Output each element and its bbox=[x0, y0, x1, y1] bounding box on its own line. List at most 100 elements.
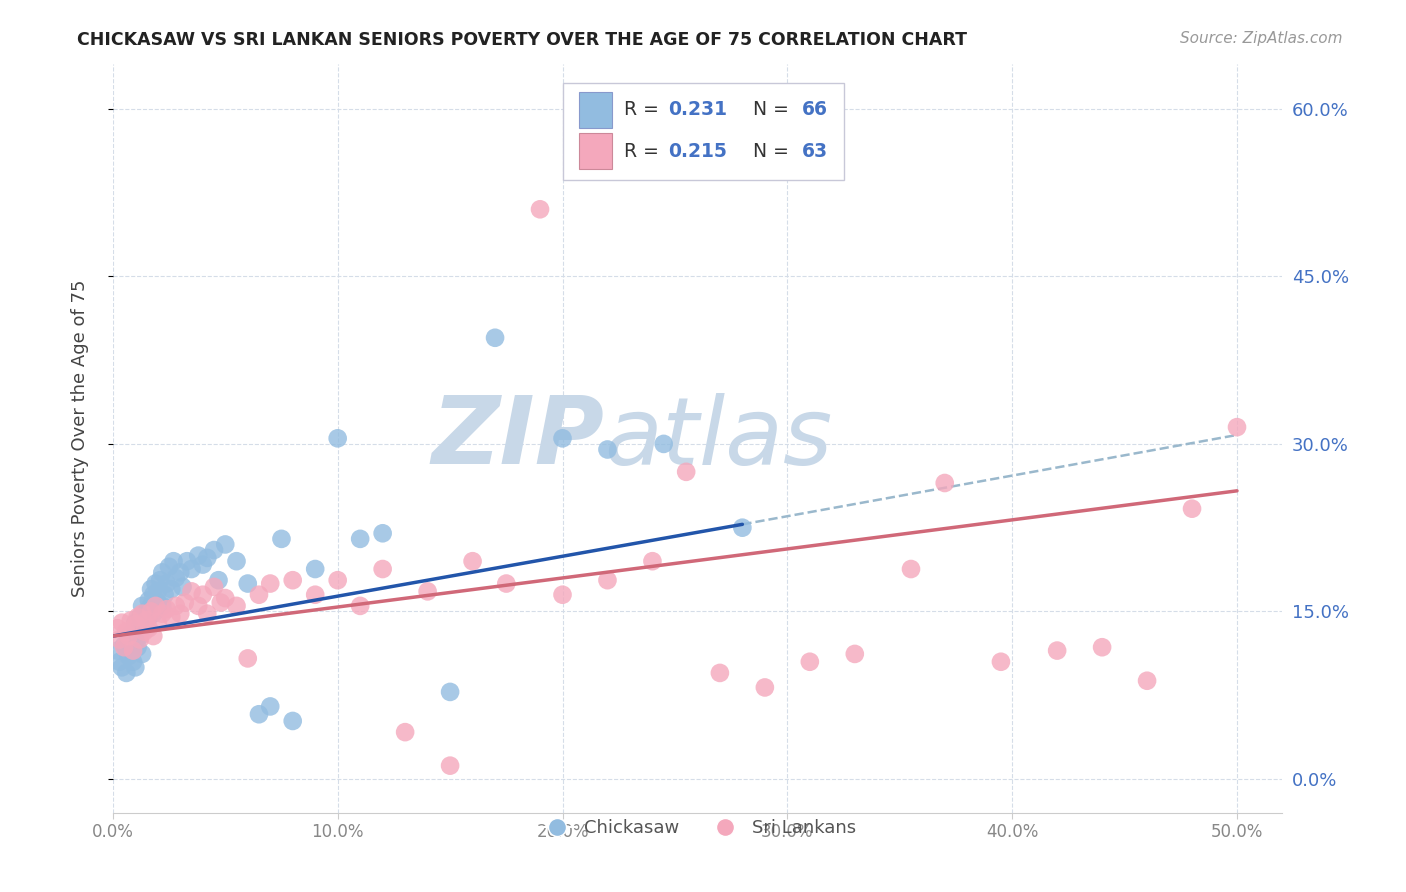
Text: N =: N = bbox=[741, 142, 794, 161]
Point bbox=[281, 714, 304, 728]
Point bbox=[135, 605, 157, 619]
Point bbox=[124, 618, 146, 632]
Point bbox=[754, 681, 776, 695]
Point bbox=[1091, 640, 1114, 655]
Point bbox=[484, 331, 506, 345]
Point bbox=[108, 655, 131, 669]
Point bbox=[150, 607, 173, 621]
Text: 0.215: 0.215 bbox=[668, 142, 727, 161]
Point bbox=[844, 647, 866, 661]
Point bbox=[349, 599, 371, 613]
Point bbox=[191, 588, 214, 602]
Point bbox=[134, 615, 156, 630]
Point bbox=[131, 647, 153, 661]
Point bbox=[142, 607, 165, 621]
Point bbox=[149, 573, 172, 587]
Text: 66: 66 bbox=[801, 100, 828, 120]
Bar bbox=[579, 92, 612, 128]
Point bbox=[112, 640, 135, 655]
Point bbox=[120, 614, 142, 628]
Point bbox=[156, 576, 179, 591]
Point bbox=[187, 549, 209, 563]
Point bbox=[120, 643, 142, 657]
Point bbox=[128, 610, 150, 624]
Point bbox=[128, 632, 150, 647]
Point bbox=[150, 566, 173, 580]
Point bbox=[236, 576, 259, 591]
Legend: Chickasaw, Sri Lankans: Chickasaw, Sri Lankans bbox=[531, 813, 863, 845]
Point bbox=[135, 614, 157, 628]
Point bbox=[138, 593, 160, 607]
Point bbox=[799, 655, 821, 669]
Point bbox=[160, 582, 183, 596]
Point bbox=[173, 595, 195, 609]
Point bbox=[214, 591, 236, 605]
Point bbox=[652, 437, 675, 451]
Point bbox=[195, 607, 218, 621]
Text: 63: 63 bbox=[801, 142, 828, 161]
Point bbox=[191, 558, 214, 572]
Point bbox=[326, 573, 349, 587]
Point bbox=[146, 615, 169, 630]
Point bbox=[157, 559, 180, 574]
Text: N =: N = bbox=[741, 100, 794, 120]
Point bbox=[180, 562, 202, 576]
Point bbox=[394, 725, 416, 739]
Point bbox=[529, 202, 551, 217]
Point bbox=[461, 554, 484, 568]
Point bbox=[176, 554, 198, 568]
Point bbox=[225, 599, 247, 613]
Point bbox=[990, 655, 1012, 669]
Point bbox=[122, 643, 145, 657]
Bar bbox=[579, 133, 612, 169]
Point bbox=[304, 562, 326, 576]
Point bbox=[150, 599, 173, 613]
Point bbox=[270, 532, 292, 546]
Point bbox=[131, 599, 153, 613]
Point bbox=[135, 621, 157, 635]
Point bbox=[105, 621, 128, 635]
Point bbox=[259, 576, 281, 591]
Point bbox=[131, 607, 153, 621]
Point bbox=[439, 685, 461, 699]
Point bbox=[304, 588, 326, 602]
Point bbox=[117, 629, 139, 643]
Point bbox=[117, 649, 139, 664]
Point bbox=[145, 576, 167, 591]
Text: atlas: atlas bbox=[605, 392, 832, 483]
Point bbox=[165, 571, 187, 585]
Point bbox=[202, 543, 225, 558]
Point bbox=[641, 554, 664, 568]
Point bbox=[165, 599, 187, 613]
Point bbox=[112, 638, 135, 652]
Point bbox=[139, 582, 162, 596]
Point bbox=[180, 584, 202, 599]
Point bbox=[139, 605, 162, 619]
Point bbox=[202, 580, 225, 594]
Point bbox=[111, 615, 134, 630]
Point bbox=[236, 651, 259, 665]
Point bbox=[142, 629, 165, 643]
Point bbox=[134, 624, 156, 639]
Point bbox=[138, 621, 160, 635]
Point bbox=[195, 550, 218, 565]
Point bbox=[371, 562, 394, 576]
Point bbox=[439, 758, 461, 772]
Text: ZIP: ZIP bbox=[432, 392, 605, 484]
Point bbox=[115, 665, 138, 680]
Point bbox=[127, 640, 149, 655]
Point bbox=[596, 573, 619, 587]
Point bbox=[209, 595, 232, 609]
Point bbox=[105, 643, 128, 657]
Text: R =: R = bbox=[624, 142, 665, 161]
Point bbox=[115, 624, 138, 639]
Point bbox=[153, 588, 176, 602]
Point bbox=[709, 665, 731, 680]
Point bbox=[162, 554, 184, 568]
Text: Source: ZipAtlas.com: Source: ZipAtlas.com bbox=[1180, 31, 1343, 46]
Point bbox=[281, 573, 304, 587]
Point bbox=[127, 621, 149, 635]
Point bbox=[169, 607, 191, 621]
Point bbox=[247, 707, 270, 722]
Point bbox=[117, 632, 139, 647]
